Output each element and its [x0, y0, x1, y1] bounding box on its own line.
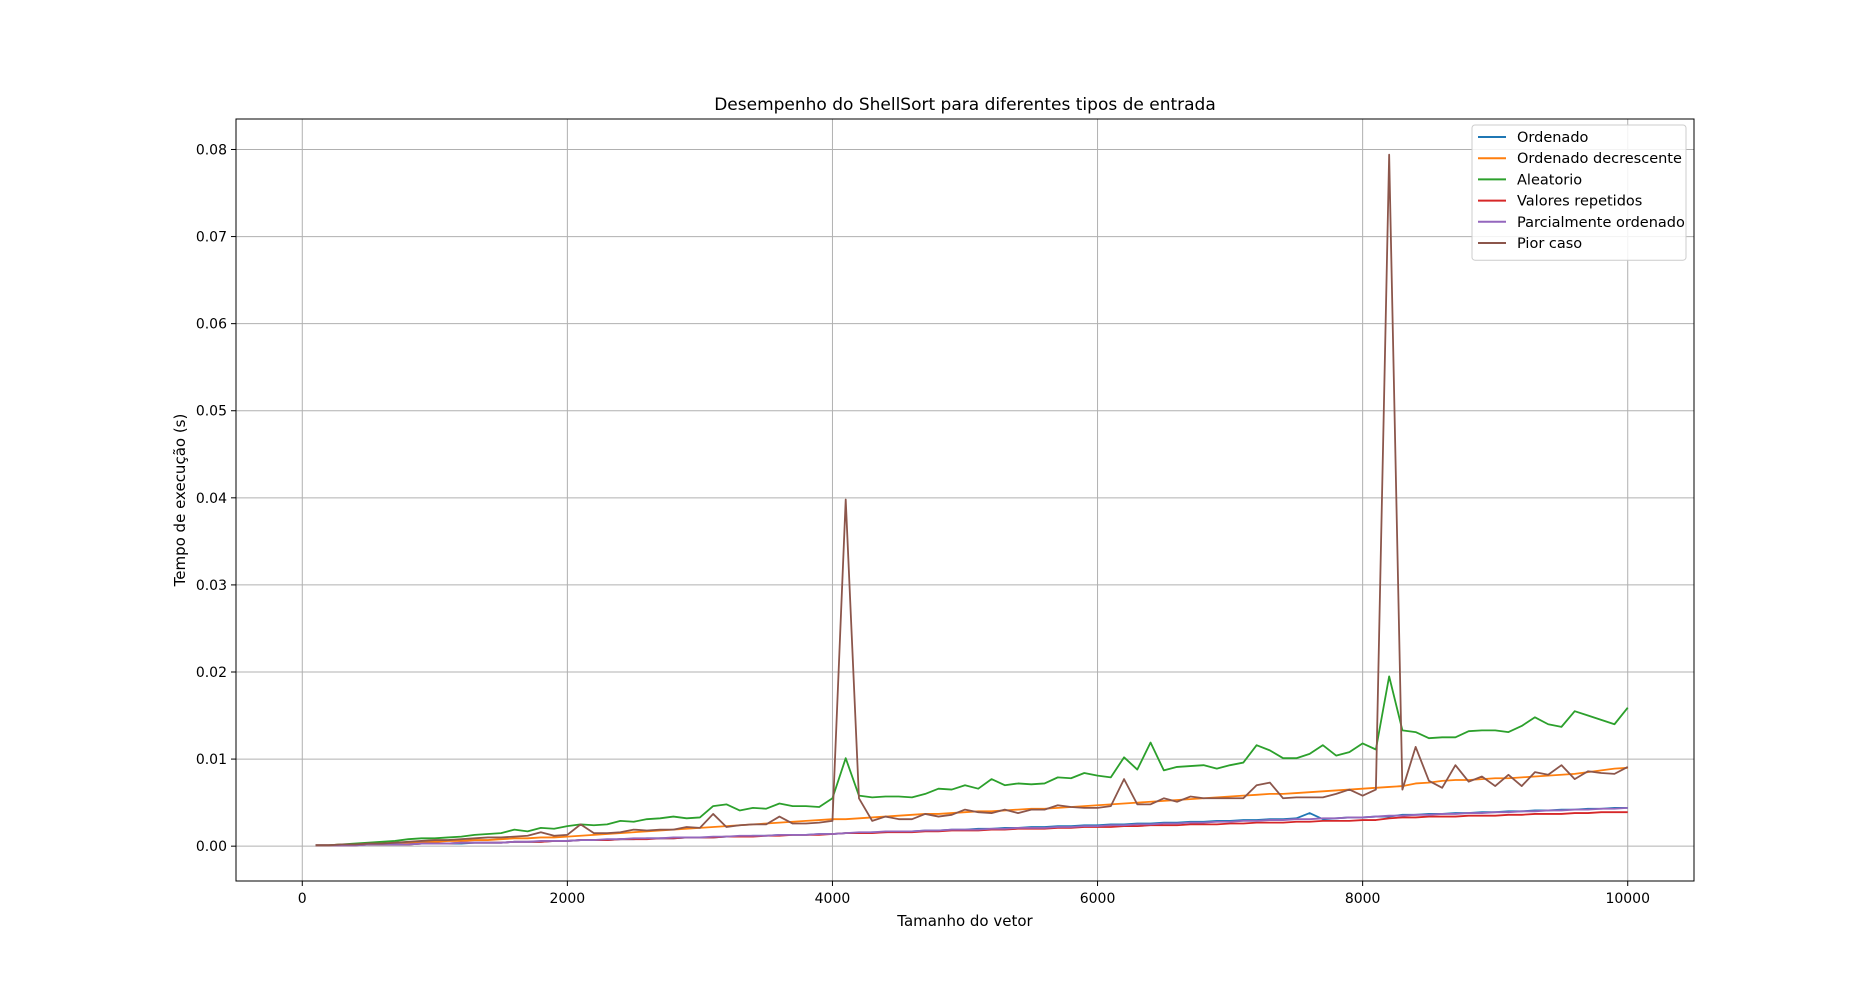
x-tick-label: 10000	[1605, 891, 1650, 907]
series-lines	[315, 153, 1629, 847]
x-axis-label: Tamanho do vetor	[896, 912, 1033, 930]
y-axis-label: Tempo de execução (s)	[171, 414, 189, 588]
legend: Ordenado Ordenado decrescente Aleatorio Val…	[1471, 124, 1687, 261]
y-axis: 0.00 0.01 0.02 0.03 0.04 0.05 0.06 0.07 0.08	[196, 142, 236, 855]
legend-label-aleatorio: Aleatorio	[1517, 172, 1582, 188]
x-tick-label: 6000	[1080, 891, 1116, 907]
x-tick-label: 8000	[1345, 891, 1381, 907]
y-tick-label: 0.06	[196, 317, 227, 333]
y-tick-label: 0.04	[196, 491, 227, 507]
plot-frame	[235, 118, 1695, 882]
series-line-pior-caso	[315, 153, 1629, 847]
y-tick-label: 0.05	[196, 404, 227, 420]
y-tick-label: 0.01	[196, 752, 227, 768]
x-tick-label: 2000	[550, 891, 586, 907]
legend-label-parcialmente-ordenado: Parcialmente ordenado	[1517, 215, 1685, 231]
y-tick-label: 0.08	[196, 142, 227, 158]
x-tick-label: 4000	[815, 891, 851, 907]
y-tick-label: 0.07	[196, 230, 227, 246]
x-tick-label: 0	[298, 891, 307, 907]
legend-label-pior-caso: Pior caso	[1517, 236, 1582, 252]
series-line-parcialmente-ordenado	[315, 806, 1628, 847]
chart-title: Desempenho do ShellSort para diferentes …	[714, 95, 1216, 115]
legend-label-ordenado-decrescente: Ordenado decrescente	[1517, 151, 1682, 167]
grid	[236, 119, 1694, 881]
legend-label-ordenado: Ordenado	[1517, 130, 1589, 146]
x-axis: 0 2000 4000 6000 8000 10000	[298, 881, 1650, 907]
y-tick-label: 0.02	[196, 665, 227, 681]
y-tick-label: 0.03	[196, 578, 227, 594]
series-line-aleatorio	[315, 675, 1629, 847]
legend-label-valores-repetidos: Valores repetidos	[1517, 194, 1642, 210]
y-tick-label: 0.00	[196, 839, 227, 855]
legend-box	[1471, 124, 1687, 261]
